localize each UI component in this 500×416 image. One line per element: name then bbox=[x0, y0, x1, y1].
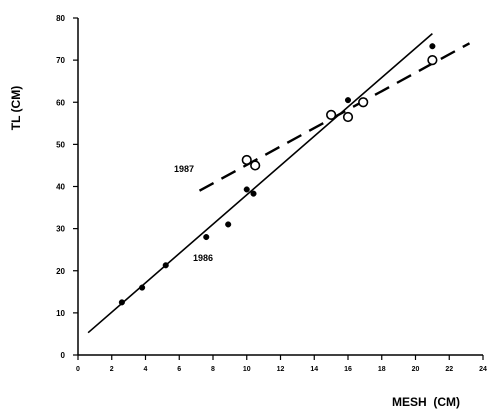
x-tick-label: 12 bbox=[277, 366, 285, 373]
point-1987 bbox=[358, 97, 369, 108]
y-ticks: 0 10 20 30 40 50 60 70 80 bbox=[56, 14, 78, 360]
x-tick-label: 20 bbox=[412, 366, 420, 373]
y-tick-label: 60 bbox=[56, 98, 65, 107]
fit-line-1986 bbox=[87, 32, 433, 334]
point-1986 bbox=[203, 234, 210, 241]
x-tick-label: 16 bbox=[344, 366, 352, 373]
y-tick-label: 40 bbox=[56, 183, 65, 192]
point-1987 bbox=[241, 154, 252, 166]
x-tick-label: 18 bbox=[378, 366, 386, 373]
y-axis: 0 10 20 30 40 50 60 70 80 bbox=[56, 14, 79, 360]
point-1987 bbox=[326, 109, 337, 120]
y-tick-label: 20 bbox=[56, 267, 65, 276]
point-1986 bbox=[225, 221, 232, 228]
x-tick-label: 6 bbox=[177, 366, 181, 373]
x-tick-label: 0 bbox=[76, 366, 80, 373]
series-label-1987: 1987 bbox=[174, 164, 194, 174]
point-1986 bbox=[429, 43, 436, 50]
y-tick-label: 0 bbox=[61, 351, 66, 360]
x-tick-label: 22 bbox=[445, 366, 453, 373]
y-tick-label: 10 bbox=[56, 309, 65, 318]
x-tick-label: 4 bbox=[144, 366, 148, 373]
point-1986 bbox=[139, 284, 146, 291]
y-tick-label: 50 bbox=[56, 140, 65, 149]
y-tick-label: 70 bbox=[56, 56, 65, 65]
fit-lines bbox=[87, 32, 471, 334]
x-tick-label: 2 bbox=[110, 366, 114, 373]
x-axis: 0 2 4 6 8 10 12 14 16 18 20 22 24 bbox=[76, 354, 487, 373]
point-1986 bbox=[250, 190, 257, 197]
y-tick-label: 80 bbox=[56, 14, 65, 23]
x-tick-label: 14 bbox=[310, 366, 318, 373]
x-axis-title: MESH (CM) bbox=[392, 395, 460, 409]
point-1987 bbox=[342, 111, 354, 123]
point-1986 bbox=[118, 299, 125, 306]
point-1987 bbox=[250, 160, 261, 171]
point-1986 bbox=[243, 186, 250, 193]
point-1987 bbox=[427, 55, 438, 66]
series-label-1986: 1986 bbox=[193, 253, 213, 263]
point-1986 bbox=[344, 97, 352, 104]
x-tick-label: 24 bbox=[479, 366, 487, 373]
data-points bbox=[118, 43, 438, 306]
y-axis-title: TL (CM) bbox=[9, 86, 23, 130]
x-tick-label: 10 bbox=[243, 366, 251, 373]
x-tick-label: 8 bbox=[211, 366, 215, 373]
x-ticks: 0 2 4 6 8 10 12 14 16 18 20 22 24 bbox=[76, 355, 487, 373]
point-1986 bbox=[162, 262, 169, 269]
y-tick-label: 30 bbox=[56, 225, 65, 234]
